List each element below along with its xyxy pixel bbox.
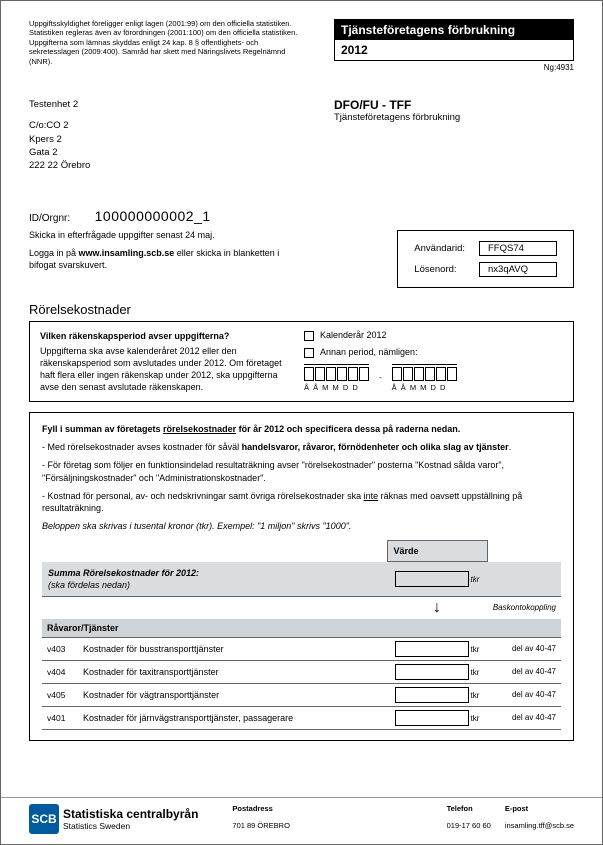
footer-email-value: insamling.tff@scb.se [505,821,574,832]
survey-year: 2012 [335,40,573,60]
form-number: Ng:4931 [334,63,574,72]
date-from-label: Å Å M M D D [304,383,369,392]
title-box: Tjänsteföretagens förbrukning 2012 [334,19,574,61]
row-code: v403 [42,638,78,661]
instr-p1: Fyll i summan av företagets rörelsekostn… [42,423,561,435]
instr-p5: Beloppen ska skrivas i tusental kronor (… [42,520,561,532]
footer-phone-label: Telefon [447,804,491,815]
row-label: Kostnader för vägtransporttjänster [78,684,387,707]
row-input[interactable] [395,664,469,680]
row-code: v405 [42,684,78,707]
department-name: Tjänsteföretagens förbrukning [334,112,574,123]
table-row: v405 Kostnader för vägtransporttjänster … [42,684,561,707]
recipient-kpers: Kpers 2 [29,133,90,146]
baskonto-label: Baskontokoppling [487,597,561,620]
survey-title: Tjänsteföretagens förbrukning [335,20,573,40]
section-heading: Rörelsekostnader [29,302,574,317]
login-box: Användarid: FFQS74 Lösenord: nx3qAVQ [397,230,574,288]
recipient-co: C/o:CO 2 [29,119,90,132]
row-delav: del av 40-47 [487,638,561,661]
date-to-label: Å Å M M D D [392,383,457,392]
recipient-address: Testenhet 2 C/o:CO 2 Kpers 2 Gata 2 222 … [29,98,90,172]
row-label: Kostnader för järnvägstransporttjänster,… [78,707,387,730]
instr-p4: - Kostnad för personal, av- och nedskriv… [42,490,561,514]
userid-value: FFQS74 [479,241,557,256]
period-text: Uppgifterna ska avse kalenderåret 2012 e… [40,345,290,394]
row-code: v404 [42,661,78,684]
row-code: v401 [42,707,78,730]
period-box: Vilken räkenskapsperiod avser uppgiftern… [29,321,574,402]
checkbox-other-period[interactable] [304,348,314,358]
instr-p3: - För företag som följer en funktionsind… [42,459,561,483]
login-instruction: Logga in på www.insamling.scb.se eller s… [29,248,289,271]
userid-label: Användarid: [408,239,471,258]
row-label: Kostnader för busstransporttjänster [78,638,387,661]
row-delav: del av 40-47 [487,707,561,730]
date-from-input[interactable] [304,364,369,381]
row-label: Kostnader för taxitransporttjänster [78,661,387,684]
row-delav: del av 40-47 [487,684,561,707]
row-input[interactable] [395,641,469,657]
arrow-down-icon: ↓ [387,597,487,620]
table-row: v401 Kostnader för järnvägstransporttjän… [42,707,561,730]
deadline-text: Skicka in efterfrågade uppgifter senast … [29,230,289,242]
table-row: v404 Kostnader för taxitransporttjänster… [42,661,561,684]
password-value: nx3qAVQ [479,262,557,277]
opt-calendar-year: Kalenderår 2012 [320,330,387,340]
org-name-en: Statistics Sweden [63,821,198,831]
id-label: ID/Orgnr: [29,213,70,224]
opt-other-period: Annan period, nämligen: [320,347,418,357]
recipient-street: Gata 2 [29,146,90,159]
footer-email-label: E-post [505,804,574,815]
sum-input[interactable] [395,571,469,587]
department-code: DFO/FU - TFF [334,98,574,112]
instructions-box: Fyll i summan av företagets rörelsekostn… [29,412,574,741]
recipient-name: Testenhet 2 [29,98,90,111]
date-to-input[interactable] [392,364,457,381]
row-input[interactable] [395,687,469,703]
footer-addr-value: 701 89 ÖREBRO [232,821,290,832]
period-question: Vilken räkenskapsperiod avser uppgiftern… [40,331,229,341]
legal-disclaimer: Uppgiftsskyldighet föreligger enligt lag… [29,19,309,66]
password-label: Lösenord: [408,260,471,279]
checkbox-calendar-year[interactable] [304,331,314,341]
footer: SCB Statistiska centralbyrån Statistics … [1,797,602,834]
scb-logo: SCB [29,804,59,834]
footer-phone-value: 019-17 60 60 [447,821,491,832]
org-name-sv: Statistiska centralbyrån [63,807,198,821]
group-header: Råvaror/Tjänster [42,619,561,638]
row-delav: del av 40-47 [487,661,561,684]
footer-addr-label: Postadress [232,804,290,815]
table-row: v403 Kostnader för busstransporttjänster… [42,638,561,661]
row-input[interactable] [395,710,469,726]
id-value: 100000000002_1 [95,208,211,224]
value-header: Värde [387,541,487,562]
recipient-city: 222 22 Örebro [29,159,90,172]
instr-p2: - Med rörelsekostnader avses kostnader f… [42,441,561,453]
sum-label: Summa Rörelsekostnader för 2012: (ska fö… [42,562,387,597]
cost-table: Värde Summa Rörelsekostnader för 2012: (… [42,540,561,730]
